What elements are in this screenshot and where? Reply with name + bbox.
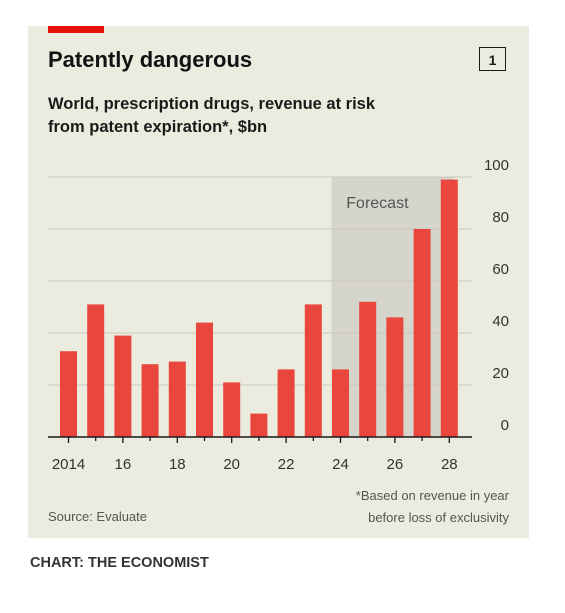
- bar: [359, 301, 377, 437]
- bar: [250, 413, 268, 437]
- y-tick-label: 80: [492, 209, 509, 226]
- y-tick-label: 100: [484, 157, 509, 174]
- x-tick-label: 24: [332, 456, 349, 473]
- bar: [60, 351, 77, 437]
- footnote: *Based on revenue in year before loss of…: [356, 485, 509, 529]
- bar: [141, 364, 159, 437]
- footnote-line-2: before loss of exclusivity: [368, 510, 509, 525]
- bar: [386, 317, 404, 437]
- x-tick-label: 16: [115, 456, 132, 473]
- bar: [223, 382, 241, 437]
- chart-number-badge: 1: [479, 47, 506, 71]
- source-note: Source: Evaluate: [48, 509, 148, 524]
- x-tick-label: 2014: [52, 456, 85, 473]
- bar: [168, 361, 186, 437]
- chart-credit: CHART: THE ECONOMIST: [30, 555, 209, 571]
- bar: [304, 304, 322, 437]
- bar: [332, 369, 349, 437]
- chart-title: Patently dangerous: [48, 47, 253, 72]
- x-tick-label: 18: [169, 456, 186, 473]
- x-tick-label: 20: [223, 456, 240, 473]
- y-tick-label: 20: [492, 365, 509, 382]
- forecast-label: Forecast: [346, 195, 409, 212]
- x-tick-label: 28: [441, 456, 458, 473]
- bar: [440, 179, 458, 437]
- y-tick-label: 40: [492, 313, 509, 330]
- bar: [413, 229, 431, 437]
- x-tick-label: 22: [278, 456, 295, 473]
- bar: [196, 322, 213, 437]
- chart-subtitle: World, prescription drugs, revenue at ri…: [48, 95, 376, 136]
- bar: [277, 369, 295, 437]
- bar: [114, 335, 132, 437]
- bar: [87, 304, 105, 437]
- y-tick-label: 60: [492, 261, 509, 278]
- brand-red-tag: [48, 26, 104, 33]
- x-tick-label: 26: [387, 456, 404, 473]
- footnote-line-1: *Based on revenue in year: [355, 488, 509, 503]
- y-tick-label: 0: [501, 417, 509, 434]
